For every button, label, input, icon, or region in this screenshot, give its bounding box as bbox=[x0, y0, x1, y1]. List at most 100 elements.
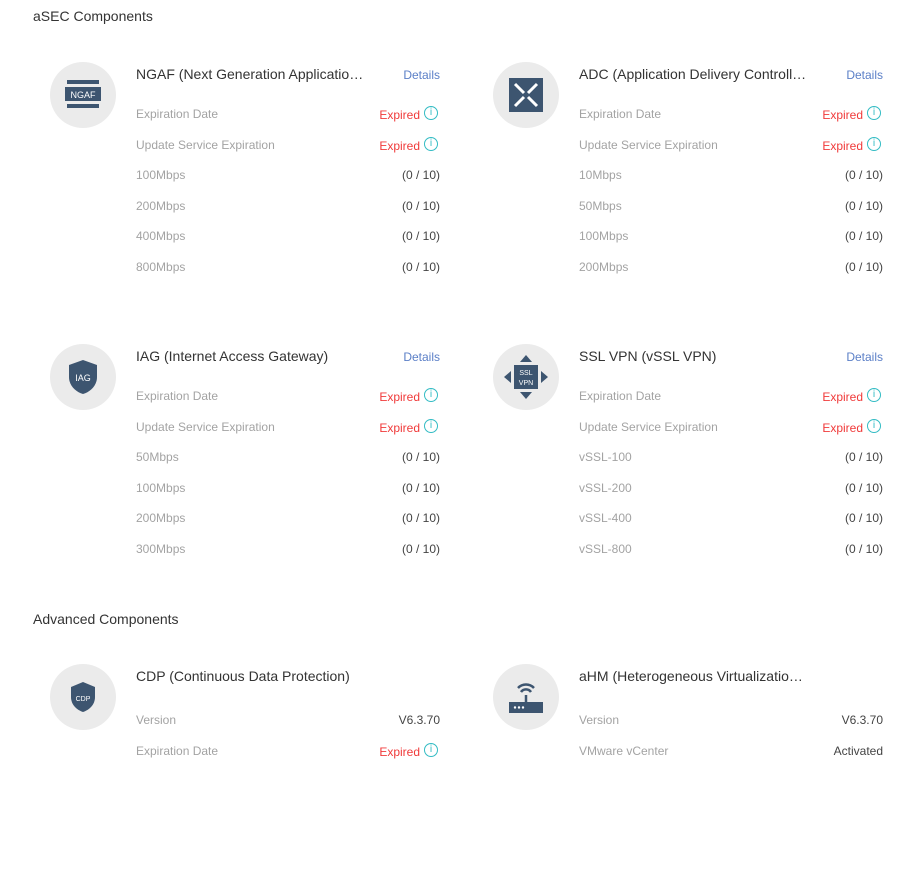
row-value: (0 / 10) bbox=[844, 450, 883, 464]
info-row: vSSL-400 (0 / 10) bbox=[579, 511, 883, 531]
row-label: 100Mbps bbox=[136, 168, 186, 182]
info-row: 300Mbps (0 / 10) bbox=[136, 542, 440, 562]
row-label: VMware vCenter bbox=[579, 743, 669, 758]
info-icon[interactable]: i bbox=[424, 418, 438, 433]
row-label: 100Mbps bbox=[579, 229, 629, 243]
row-value: (0 / 10) bbox=[844, 168, 883, 182]
row-value: (0 / 10) bbox=[844, 259, 883, 274]
info-row: Update Service Expiration Expired i bbox=[579, 136, 883, 158]
component-title: ADC (Application Delivery Controll… bbox=[579, 66, 807, 82]
component-card: ADC (Application Delivery Controll… Detai… bbox=[493, 50, 883, 290]
info-row: Version V6.3.70 bbox=[579, 713, 883, 733]
row-value: (0 / 10) bbox=[844, 541, 883, 556]
info-row: VMware vCenter Activated bbox=[579, 744, 883, 764]
svg-text:CDP: CDP bbox=[76, 696, 91, 703]
details-link[interactable]: Details bbox=[403, 350, 440, 364]
row-label: 200Mbps bbox=[136, 511, 186, 525]
row-label: Update Service Expiration bbox=[579, 137, 718, 152]
info-row: vSSL-100 (0 / 10) bbox=[579, 450, 883, 470]
row-label: Expiration Date bbox=[579, 107, 662, 121]
row-value: V6.3.70 bbox=[398, 713, 440, 727]
row-label: Expiration Date bbox=[136, 389, 219, 403]
component-title: aHM (Heterogeneous Virtualizatio… bbox=[579, 668, 803, 684]
info-row: 200Mbps (0 / 10) bbox=[136, 511, 440, 531]
component-card: NGAF NGAF (Next Generation Applicatio… De… bbox=[50, 50, 440, 290]
info-icon[interactable]: i bbox=[424, 106, 438, 120]
section-title-asec: aSEC Components bbox=[33, 8, 153, 24]
row-label: Expiration Date bbox=[136, 743, 219, 758]
row-label: vSSL-100 bbox=[579, 450, 632, 464]
details-link[interactable]: Details bbox=[846, 350, 883, 364]
row-label: Expiration Date bbox=[579, 389, 662, 403]
info-icon[interactable]: i bbox=[867, 106, 881, 120]
status-expired: Expired bbox=[822, 138, 863, 153]
info-row: 800Mbps (0 / 10) bbox=[136, 260, 440, 280]
row-label: 200Mbps bbox=[579, 259, 629, 274]
info-row: 100Mbps (0 / 10) bbox=[136, 168, 440, 188]
status-expired: Expired bbox=[379, 108, 420, 122]
section-title-advanced: Advanced Components bbox=[33, 611, 179, 627]
row-value: (0 / 10) bbox=[401, 198, 440, 213]
component-card: aHM (Heterogeneous Virtualizatio… Versio… bbox=[493, 652, 883, 892]
row-value: (0 / 10) bbox=[401, 450, 440, 464]
ngaf-icon: NGAF bbox=[50, 62, 116, 128]
status-expired: Expired bbox=[822, 390, 863, 404]
info-row: 10Mbps (0 / 10) bbox=[579, 168, 883, 188]
row-value: (0 / 10) bbox=[844, 480, 883, 495]
row-label: 50Mbps bbox=[136, 450, 179, 464]
row-value: (0 / 10) bbox=[401, 511, 440, 525]
ssl-vpn-icon: SSL VPN bbox=[493, 344, 559, 410]
row-label: vSSL-800 bbox=[579, 541, 632, 556]
row-value: (0 / 10) bbox=[844, 229, 883, 243]
row-label: Update Service Expiration bbox=[136, 419, 275, 434]
row-value: (0 / 10) bbox=[401, 480, 440, 495]
info-icon[interactable]: i bbox=[424, 742, 438, 757]
details-link[interactable]: Details bbox=[846, 68, 883, 82]
info-row: Version V6.3.70 bbox=[136, 713, 440, 733]
info-icon[interactable]: i bbox=[867, 136, 881, 151]
svg-text:SSL: SSL bbox=[519, 370, 532, 377]
row-label: Update Service Expiration bbox=[136, 137, 275, 152]
row-label: 300Mbps bbox=[136, 541, 186, 556]
info-row: 100Mbps (0 / 10) bbox=[579, 229, 883, 249]
svg-text:NGAF: NGAF bbox=[70, 90, 96, 100]
info-row: Expiration Date Expired i bbox=[579, 388, 883, 409]
status-expired: Expired bbox=[822, 420, 863, 435]
row-label: 50Mbps bbox=[579, 198, 622, 213]
info-row: Expiration Date Expired i bbox=[579, 106, 883, 127]
status-expired: Expired bbox=[379, 390, 420, 404]
details-link[interactable]: Details bbox=[403, 68, 440, 82]
info-icon[interactable]: i bbox=[424, 388, 438, 402]
component-title: CDP (Continuous Data Protection) bbox=[136, 668, 350, 684]
row-value: (0 / 10) bbox=[401, 541, 440, 556]
svg-text:VPN: VPN bbox=[519, 380, 533, 387]
info-icon[interactable]: i bbox=[867, 418, 881, 433]
row-label: Version bbox=[579, 713, 620, 727]
row-label: 800Mbps bbox=[136, 259, 186, 274]
row-label: 200Mbps bbox=[136, 198, 186, 213]
info-row: vSSL-200 (0 / 10) bbox=[579, 481, 883, 501]
iag-shield-icon: IAG bbox=[50, 344, 116, 410]
row-value: (0 / 10) bbox=[401, 259, 440, 274]
component-card: SSL VPN SSL VPN (vSSL VPN) Details Expirat… bbox=[493, 332, 883, 572]
info-row: Update Service Expiration Expired i bbox=[136, 418, 440, 440]
row-value: (0 / 10) bbox=[401, 168, 440, 182]
info-row: vSSL-800 (0 / 10) bbox=[579, 542, 883, 562]
row-label: vSSL-400 bbox=[579, 511, 632, 525]
status-expired: Expired bbox=[379, 420, 420, 435]
info-icon[interactable]: i bbox=[867, 388, 881, 402]
component-title: NGAF (Next Generation Applicatio… bbox=[136, 66, 364, 82]
row-label: 10Mbps bbox=[579, 168, 622, 182]
router-wifi-icon bbox=[493, 664, 559, 730]
info-row: 200Mbps (0 / 10) bbox=[579, 260, 883, 280]
row-value: V6.3.70 bbox=[841, 713, 883, 727]
info-icon[interactable]: i bbox=[424, 136, 438, 151]
status-expired: Expired bbox=[822, 108, 863, 122]
row-value: (0 / 10) bbox=[844, 198, 883, 213]
adc-icon bbox=[493, 62, 559, 128]
info-row: 400Mbps (0 / 10) bbox=[136, 229, 440, 249]
component-title: SSL VPN (vSSL VPN) bbox=[579, 348, 717, 364]
row-label: Update Service Expiration bbox=[579, 419, 718, 434]
status-expired: Expired bbox=[379, 138, 420, 153]
info-row: 100Mbps (0 / 10) bbox=[136, 481, 440, 501]
